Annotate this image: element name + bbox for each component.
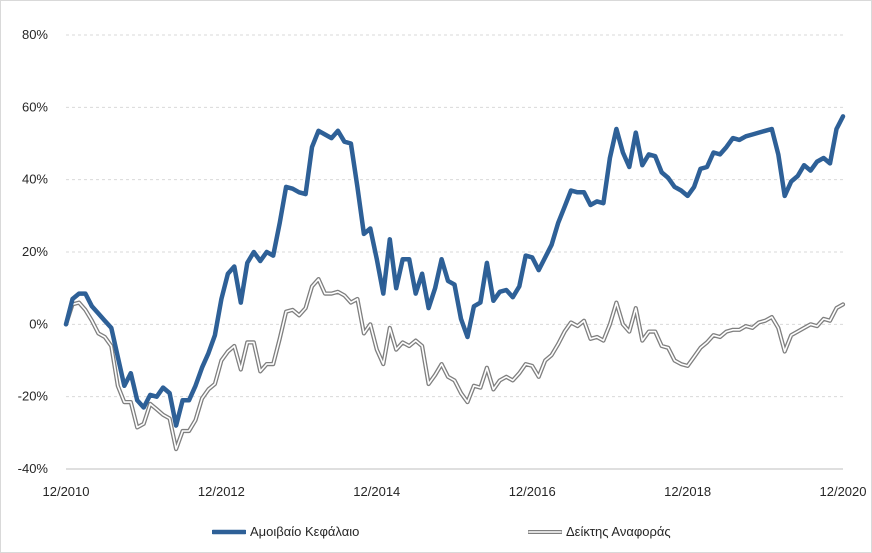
y-tick-label: 40% bbox=[22, 172, 48, 187]
series-line-benchmark-core bbox=[65, 278, 844, 450]
y-tick-label: 0% bbox=[29, 316, 48, 331]
legend-swatch-fund bbox=[212, 529, 246, 534]
y-tick-label: -20% bbox=[18, 389, 49, 404]
y-tick-label: 20% bbox=[22, 244, 48, 259]
series-line-benchmark bbox=[63, 277, 846, 452]
x-tick-label: 12/2010 bbox=[43, 484, 90, 499]
y-tick-label: 80% bbox=[22, 27, 48, 42]
x-tick-label: 12/2014 bbox=[353, 484, 400, 499]
y-tick-label: 60% bbox=[22, 99, 48, 114]
series-line-fund bbox=[63, 114, 846, 428]
legend-label-benchmark: Δείκτης Αναφοράς bbox=[566, 524, 671, 539]
grid-lines bbox=[66, 34, 843, 398]
legend-label-fund: Αμοιβαίο Κεφάλαιο bbox=[250, 524, 360, 539]
y-tick-label: -40% bbox=[18, 461, 49, 476]
x-tick-label: 12/2016 bbox=[509, 484, 556, 499]
x-axis: 12/2010 12/2012 12/2014 12/2016 12/2018 12/20… bbox=[43, 468, 867, 499]
y-axis: 80% 60% 40% 20% 0% -20% -40% bbox=[18, 27, 49, 476]
x-tick-label: 12/2012 bbox=[198, 484, 245, 499]
x-tick-label: 12/2018 bbox=[664, 484, 711, 499]
legend-swatch-benchmark bbox=[528, 529, 562, 534]
legend-item-benchmark: Δείκτης Αναφοράς bbox=[528, 524, 671, 539]
legend-item-fund: Αμοιβαίο Κεφάλαιο bbox=[212, 524, 359, 539]
series-lines bbox=[63, 114, 846, 452]
x-tick-label: 12/2020 bbox=[820, 484, 867, 499]
